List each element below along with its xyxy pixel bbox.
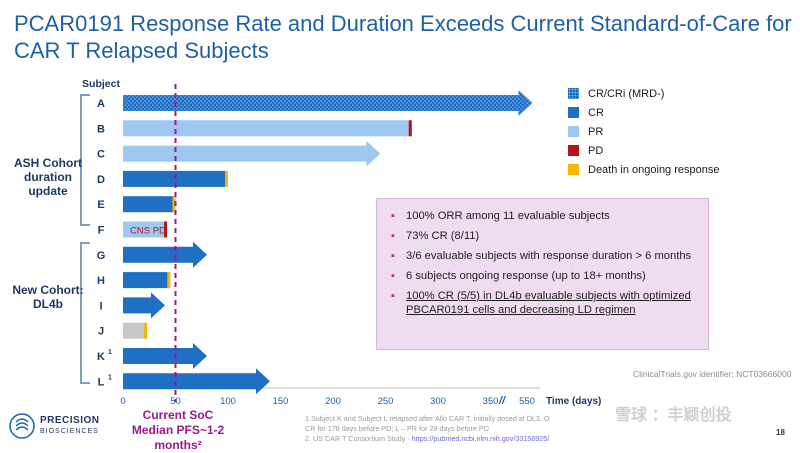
legend: CR/CRi (MRD-) CR PR PD Death in ongoing resp…	[568, 84, 719, 179]
x-tick-label: 150	[273, 396, 289, 407]
subject-label-e: E	[97, 199, 104, 211]
subject-label-h: H	[97, 275, 105, 287]
bar-arrow-a	[123, 90, 533, 116]
legend-swatch	[568, 145, 579, 156]
bar-j	[123, 322, 148, 339]
bar-arrow-k	[123, 343, 207, 369]
legend-item: CR	[568, 103, 719, 122]
title-line-1: PCAR0191 Response Rate and Duration Exce…	[14, 11, 792, 36]
bar-arrow-g	[123, 241, 207, 268]
summary-callout: ▪ 100% ORR among 11 evaluable subjects ▪ 73…	[376, 198, 709, 350]
pubmed-link[interactable]: https://pubmed.ncbi.nlm.nih.gov/33156925…	[411, 434, 550, 443]
legend-item: CR/CRi (MRD-)	[568, 84, 719, 103]
callout-item: ▪ 3/6 evaluable subjects with response du…	[391, 249, 698, 263]
subject-label-b: B	[97, 123, 105, 135]
subject-label-g: G	[97, 250, 106, 262]
legend-label: CR	[588, 106, 604, 119]
group-label-ash: ASH Cohort duration update	[14, 156, 82, 198]
legend-item: PR	[568, 122, 719, 141]
bracket-ash	[80, 94, 90, 226]
bar-b	[123, 120, 412, 137]
bar-arrow-i	[123, 292, 165, 319]
logo-name: PRECISION	[40, 415, 100, 426]
callout-text: 73% CR (8/11)	[406, 230, 480, 242]
subject-label-d: D	[97, 174, 105, 186]
legend-item: Death in ongoing response	[568, 160, 719, 179]
footnote-2: 2. US CAR T Consortium Study - https://p…	[305, 434, 635, 444]
x-tick-label: 550	[519, 396, 535, 407]
footnote-2-prefix: 2. US CAR T Consortium Study -	[305, 434, 412, 443]
end-marker-f	[164, 221, 168, 238]
page-title: PCAR0191 Response Rate and Duration Exce…	[14, 10, 794, 64]
callout-item: ▪ 6 subjects ongoing response (up to 18+ …	[391, 269, 698, 283]
footnotes: 1 Subject K and Subject L relapsed after…	[305, 414, 635, 444]
subject-footnote-mark: 1	[108, 374, 112, 381]
subject-label-a: A	[97, 98, 105, 110]
x-axis-break: //	[498, 395, 507, 407]
bar-h	[123, 272, 171, 289]
legend-label: Death in ongoing response	[588, 163, 720, 176]
legend-label: PD	[588, 144, 604, 157]
footnote-1: 1 Subject K and Subject L relapsed after…	[305, 414, 550, 423]
callout-text: 3/6 evaluable subjects with response dur…	[406, 250, 692, 262]
bullet-icon: ▪	[391, 250, 395, 262]
callout-text: 6 subjects ongoing response (up to 18+ m…	[406, 270, 646, 282]
legend-swatch	[568, 107, 579, 118]
page-number: 18	[776, 428, 785, 437]
bar-e	[123, 196, 176, 213]
end-marker-e	[172, 196, 176, 213]
subject-label-i: I	[99, 300, 102, 312]
subject-label-k: K	[97, 351, 105, 363]
legend-swatch	[568, 164, 579, 175]
legend-swatch	[568, 126, 579, 137]
x-axis-label: Time (days)	[546, 396, 601, 407]
legend-swatch	[568, 88, 579, 99]
subject-label-f: F	[98, 225, 105, 237]
bar-arrow-l	[123, 368, 270, 395]
bracket-dl4b	[80, 242, 90, 384]
bar-annotation: CNS PD	[130, 226, 166, 237]
callout-text: 100% ORR among 11 evaluable subjects	[406, 210, 610, 222]
callout-text: 100% CR (5/5) in DL4b evaluable subjects…	[406, 290, 691, 316]
bullet-icon: ▪	[391, 210, 395, 222]
callout-item: ▪ 100% ORR among 11 evaluable subjects	[391, 209, 698, 223]
footnote-1b: CR for 178 days before PD; L – PR for 28…	[305, 424, 489, 433]
subject-axis-header: Subject	[82, 78, 120, 90]
soc-subtitle: Median PFS~1-2 months²	[131, 423, 225, 452]
legend-label: CR/CRi (MRD-)	[588, 87, 665, 100]
bullet-icon: ▪	[391, 290, 395, 302]
bullet-icon: ▪	[391, 270, 395, 282]
bar-f	[123, 221, 168, 238]
soc-label: Current SoC Median PFS~1-2 months²	[108, 408, 248, 453]
end-marker-b	[408, 120, 412, 137]
clinical-trials-id: ClinicalTrials.gov identifier: NCT036660…	[633, 369, 792, 379]
precision-logo-icon	[9, 413, 35, 439]
company-logo: PRECISION BIOSCIENCES	[8, 412, 100, 440]
title-line-2: CAR T Relapsed Subjects	[14, 38, 269, 63]
legend-label: PR	[588, 125, 604, 138]
watermark: 雪球 ：丰颖创投	[615, 407, 732, 424]
soc-title: Current SoC	[142, 408, 214, 422]
callout-item: ▪ 73% CR (8/11)	[391, 229, 698, 243]
logo-sub: BIOSCIENCES	[40, 428, 99, 435]
x-tick-label: 250	[378, 396, 394, 407]
end-marker-j	[144, 322, 148, 339]
end-marker-h	[167, 272, 171, 289]
bullet-icon: ▪	[391, 230, 395, 242]
subject-footnote-mark: 1	[108, 349, 112, 356]
legend-item: PD	[568, 141, 719, 160]
end-marker-d	[225, 170, 228, 187]
x-tick-label: 0	[120, 396, 125, 407]
subject-label-j: J	[98, 326, 104, 338]
group-label-dl4b: New Cohort: DL4b	[12, 283, 84, 311]
subject-label-c: C	[97, 149, 105, 161]
x-tick-label: 200	[325, 396, 341, 407]
callout-item: ▪ 100% CR (5/5) in DL4b evaluable subject…	[391, 289, 698, 317]
x-tick-label: 100	[220, 396, 236, 407]
x-tick-label: 300	[430, 396, 446, 407]
x-tick-label: 350	[483, 396, 499, 407]
bar-arrow-c	[123, 140, 381, 167]
subject-label-l: L	[98, 376, 105, 388]
